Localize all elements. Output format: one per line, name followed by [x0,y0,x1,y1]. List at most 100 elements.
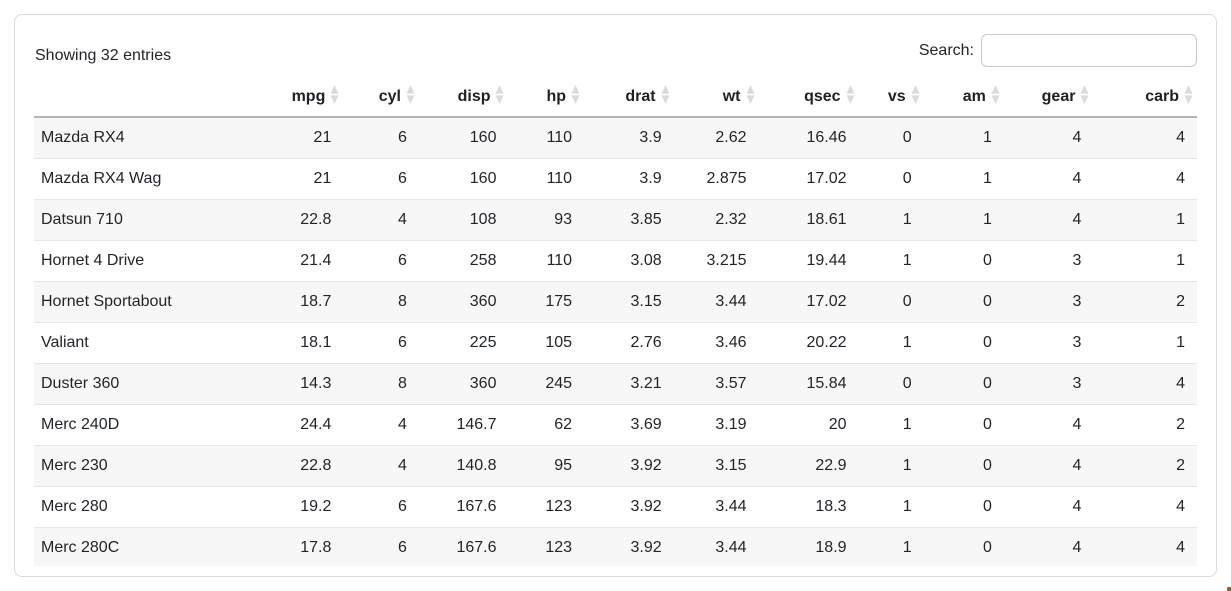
sort-arrows-icon [991,85,1000,104]
data-cell: 1 [902,498,912,515]
data-cell: 93 [554,211,573,228]
data-cell: 6 [398,498,407,515]
table-row: Mazda RX4 21 6 160 110 3.9 2.62 16.46 0 1 4 4 [34,117,1197,159]
row-name-cell: Hornet Sportabout [41,293,172,310]
data-cell: 1 [1176,334,1185,351]
data-cell: 1 [902,457,912,474]
column-header-name [34,67,265,118]
column-header-wt[interactable]: wt [673,67,759,118]
data-cell: 2.32 [715,211,747,228]
column-label: hp [546,88,567,105]
sort-arrows-icon [406,85,415,104]
data-cell: 3.44 [715,498,747,515]
data-cell: 22.9 [815,457,847,474]
data-cell: 0 [982,375,992,392]
table-row: Datsun 710 22.8 4 108 93 3.85 2.32 18.61 1 1 4 1 [34,199,1197,241]
data-cell: 3.57 [715,375,747,392]
data-cell: 3 [1072,252,1082,269]
data-cell: 0 [982,457,992,474]
column-label: qsec [804,88,841,105]
row-name-cell: Valiant [41,334,89,351]
data-cell: 225 [469,334,497,351]
data-cell: 4 [398,416,407,433]
data-cell: 3.215 [706,252,747,269]
row-name-cell: Merc 240D [41,416,120,433]
data-cell: 8 [398,375,407,392]
data-cell: 175 [545,293,573,310]
data-cell: 1 [902,334,912,351]
data-cell: 15.84 [806,375,847,392]
data-cell: 3.9 [639,170,662,187]
data-cell: 21 [313,129,332,146]
data-cell: 360 [469,375,497,392]
column-header-carb[interactable]: carb [1093,67,1197,118]
row-name-cell: Merc 280C [41,539,120,556]
data-cell: 18.3 [815,498,847,515]
column-header-cyl[interactable]: cyl [343,67,419,118]
data-cell: 18.9 [815,539,847,556]
data-cell: 1 [902,416,912,433]
data-cell: 167.6 [456,539,497,556]
table-row: Merc 240D 24.4 4 146.7 62 3.69 3.19 20 1 0 4 2 [34,405,1197,446]
entries-count-label: Showing 32 entries [35,46,172,64]
data-cell: 3.44 [715,539,747,556]
data-cell: 21 [313,170,332,187]
table-header-row: mpg cyl disp hp drat wt qsec vs am gear … [34,67,1197,118]
data-table-card: Showing 32 entries Search: m [14,14,1217,577]
cursor-artifact [1227,587,1231,591]
column-header-mpg[interactable]: mpg [264,67,344,118]
data-cell: 1 [902,252,912,269]
data-cell: 4 [1072,129,1082,146]
data-cell: 3.44 [715,293,747,310]
data-cell: 3 [1072,334,1082,351]
column-header-qsec[interactable]: qsec [758,67,859,118]
data-cell: 2 [1176,457,1185,474]
column-label: wt [722,88,741,105]
column-label: gear [1041,88,1076,105]
data-cell: 4 [1072,457,1082,474]
data-cell: 4 [398,457,407,474]
data-cell: 1 [982,129,992,146]
data-cell: 3.15 [630,293,662,310]
data-cell: 3.69 [630,416,662,433]
data-cell: 0 [902,293,912,310]
data-cell: 123 [545,498,573,515]
data-cell: 6 [398,170,407,187]
column-header-gear[interactable]: gear [1003,67,1094,118]
column-header-disp[interactable]: disp [418,67,509,118]
data-cell: 2.875 [706,170,747,187]
search-label: Search: [918,41,974,59]
data-cell: 360 [469,293,497,310]
data-cell: 1 [1176,252,1185,269]
data-cell: 146.7 [456,416,497,433]
row-name-cell: Merc 280 [41,498,108,515]
column-label: drat [625,88,656,105]
column-header-vs[interactable]: vs [858,67,924,118]
data-cell: 18.61 [806,211,847,228]
data-cell: 0 [982,416,992,433]
data-cell: 4 [1072,170,1082,187]
data-cell: 1 [902,539,912,556]
table-row: Hornet Sportabout 18.7 8 360 175 3.15 3.44 17.0… [34,281,1197,323]
data-cell: 110 [546,170,573,187]
sort-arrows-icon [571,85,580,104]
data-cell: 3.92 [630,539,662,556]
sort-arrows-icon [495,85,504,104]
data-cell: 110 [546,252,573,269]
data-cell: 20.22 [806,334,847,351]
search-input[interactable] [981,34,1197,67]
data-cell: 2 [1176,293,1185,310]
data-cell: 14.3 [300,375,332,392]
row-name-cell: Mazda RX4 [41,129,125,146]
data-cell: 4 [1176,539,1185,556]
column-header-drat[interactable]: drat [584,67,674,118]
data-cell: 3.46 [715,334,747,351]
data-cell: 22.8 [300,457,332,474]
sort-arrows-icon [846,85,855,104]
table-scroll-area[interactable]: mpg cyl disp hp drat wt qsec vs am gear … [34,67,1197,566]
data-cell: 6 [398,252,407,269]
data-cell: 0 [982,498,992,515]
column-header-am[interactable]: am [923,67,1004,118]
column-header-hp[interactable]: hp [508,67,585,118]
data-cell: 4 [1072,211,1082,228]
